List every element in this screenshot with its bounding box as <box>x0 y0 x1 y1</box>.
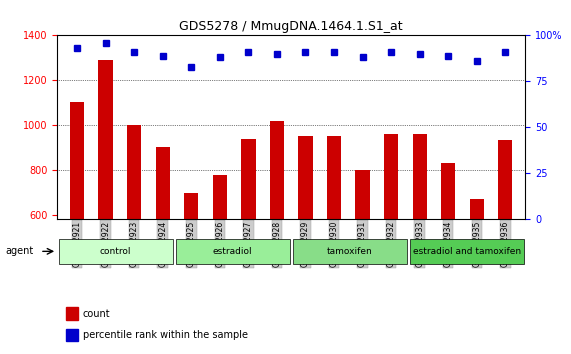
Text: tamoxifen: tamoxifen <box>327 247 373 256</box>
Bar <box>155 147 170 219</box>
Title: GDS5278 / MmugDNA.1464.1.S1_at: GDS5278 / MmugDNA.1464.1.S1_at <box>179 20 403 33</box>
Bar <box>270 121 284 219</box>
Text: estradiol and tamoxifen: estradiol and tamoxifen <box>413 247 521 256</box>
Text: percentile rank within the sample: percentile rank within the sample <box>83 330 248 340</box>
Bar <box>241 139 256 219</box>
Bar <box>498 140 513 219</box>
Text: control: control <box>100 247 131 256</box>
Bar <box>298 136 312 219</box>
Bar <box>327 136 341 219</box>
Text: count: count <box>83 309 110 319</box>
Bar <box>99 60 113 219</box>
Bar <box>127 125 142 219</box>
Bar <box>441 163 455 219</box>
Bar <box>184 193 199 219</box>
FancyBboxPatch shape <box>410 239 524 264</box>
Bar <box>70 102 85 219</box>
Bar <box>66 329 78 341</box>
Bar <box>355 170 370 219</box>
Bar <box>412 134 427 219</box>
Text: estradiol: estradiol <box>213 247 252 256</box>
FancyBboxPatch shape <box>59 239 172 264</box>
FancyBboxPatch shape <box>176 239 289 264</box>
Bar <box>66 307 78 320</box>
Bar <box>384 134 398 219</box>
FancyBboxPatch shape <box>293 239 407 264</box>
Text: agent: agent <box>6 246 34 256</box>
Bar <box>212 175 227 219</box>
Bar <box>469 199 484 219</box>
